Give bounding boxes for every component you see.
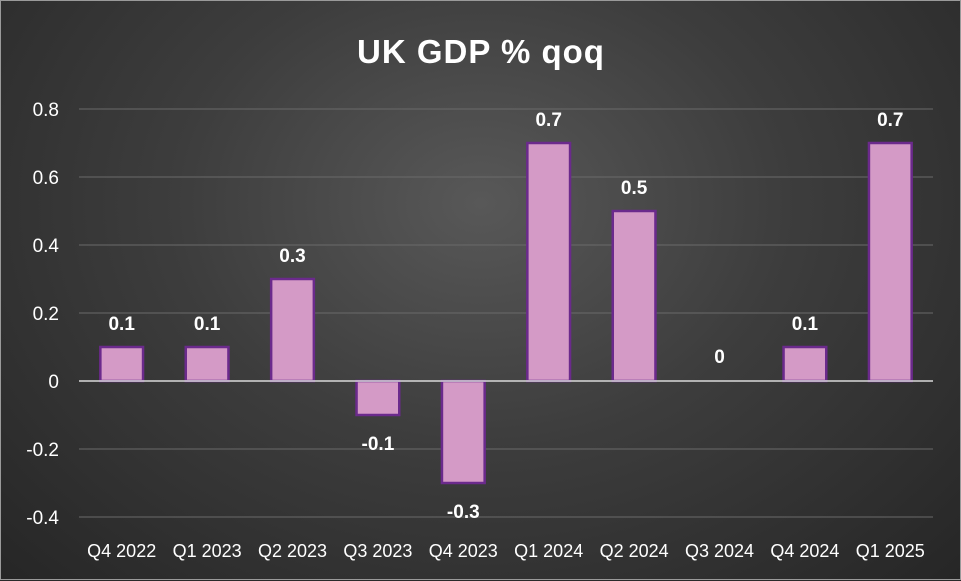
data-label: 0.7 xyxy=(535,110,561,131)
x-category-label: Q2 2024 xyxy=(600,541,669,561)
data-label: 0.1 xyxy=(108,314,135,335)
y-tick-label: -0.4 xyxy=(26,508,59,529)
bar xyxy=(184,345,230,383)
y-tick-label: 0.6 xyxy=(33,168,59,189)
bar xyxy=(355,379,401,417)
bar xyxy=(440,379,486,485)
y-tick-label: 0.2 xyxy=(33,304,59,325)
x-category-label: Q1 2023 xyxy=(173,541,242,561)
x-category-label: Q3 2024 xyxy=(685,541,754,561)
data-label: 0 xyxy=(714,347,725,368)
gridlines xyxy=(79,108,933,518)
data-label: -0.1 xyxy=(362,434,395,455)
data-label: -0.3 xyxy=(447,502,480,523)
y-tick-label: -0.2 xyxy=(26,440,59,461)
bar xyxy=(269,277,316,383)
x-category-label: Q1 2024 xyxy=(514,541,583,561)
data-labels: 0.1 0.1 0.3 -0.1 -0.3 0.7 0.5 0 0.1 0.7 xyxy=(108,110,903,523)
bar xyxy=(867,141,913,383)
x-category-label: Q2 2023 xyxy=(258,541,327,561)
x-axis-categories: Q4 2022 Q1 2023 Q2 2023 Q3 2023 Q4 2023 Q1 20… xyxy=(87,541,925,561)
x-category-label: Q3 2023 xyxy=(343,541,412,561)
data-label: 0.7 xyxy=(877,110,903,131)
bar xyxy=(782,345,828,383)
y-tick-label: 0.4 xyxy=(33,236,60,257)
bar xyxy=(99,345,145,383)
data-label: 0.1 xyxy=(194,314,221,335)
x-category-label: Q4 2022 xyxy=(87,541,156,561)
data-label: 0.5 xyxy=(621,178,648,199)
y-axis-ticks: 0.8 0.6 0.4 0.2 0 -0.2 -0.4 xyxy=(26,100,59,529)
x-category-label: Q4 2023 xyxy=(429,541,498,561)
chart-title: UK GDP % qoq xyxy=(357,33,605,70)
y-tick-label: 0.8 xyxy=(33,100,59,121)
data-label: 0.3 xyxy=(279,246,305,267)
x-category-label: Q4 2024 xyxy=(770,541,839,561)
x-category-label: Q1 2025 xyxy=(856,541,925,561)
bar xyxy=(526,141,572,383)
bar xyxy=(611,209,657,383)
data-label: 0.1 xyxy=(792,314,819,335)
y-tick-label: 0 xyxy=(48,372,59,393)
